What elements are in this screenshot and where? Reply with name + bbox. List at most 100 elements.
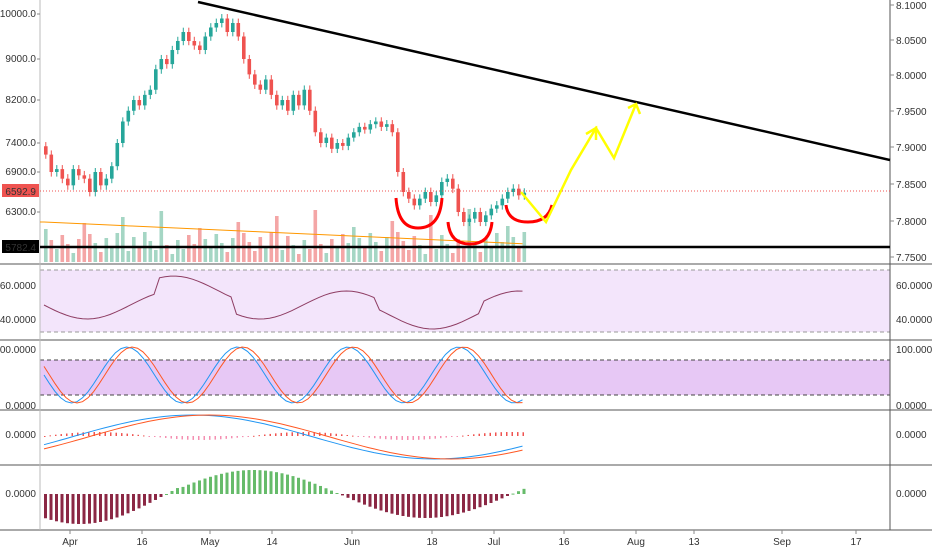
candle-54 (341, 143, 345, 146)
momentum-bar-62 (385, 494, 388, 513)
macd-hist-77 (467, 434, 469, 436)
macd-hist-27 (192, 436, 194, 440)
ind-0-right-label-1: 40.0000 (896, 315, 932, 326)
momentum-bar-30 (209, 476, 212, 494)
macd-hist-87 (522, 432, 524, 436)
momentum-bar-5 (71, 494, 75, 524)
stoch-k (43, 346, 523, 404)
candle-74 (451, 178, 455, 189)
momentum-bar-23 (170, 491, 174, 494)
volume-bar-27 (192, 244, 197, 262)
momentum-bar-16 (132, 494, 135, 511)
last-price-tag (2, 184, 39, 197)
last-price-label: 6592.9 (5, 187, 36, 198)
momentum-bar-21 (159, 494, 163, 497)
macd-hist-73 (445, 436, 447, 438)
candle-78 (473, 212, 477, 219)
macd-hist-72 (440, 436, 442, 439)
macd-hist-13 (115, 432, 117, 436)
stoch-d (43, 346, 523, 404)
candle-0 (44, 146, 48, 155)
candle-64 (396, 132, 400, 172)
momentum-bar-43 (280, 473, 284, 494)
momentum-bar-76 (462, 494, 465, 513)
momentum-bar-14 (121, 494, 124, 516)
candle-45 (291, 94, 296, 111)
momentum-bar-8 (88, 494, 91, 524)
macd-hist-80 (484, 433, 486, 436)
volume-bar-43 (280, 250, 285, 262)
left-tick-label-3: 7400.0 (5, 138, 36, 149)
candle-66 (407, 192, 411, 199)
descending-trendline (197, 0, 891, 162)
momentum-bar-71 (434, 494, 438, 518)
rsi (43, 275, 523, 330)
momentum-bar-65 (401, 494, 405, 516)
macd-hist-3 (60, 434, 62, 436)
momentum-bar-37 (247, 470, 251, 494)
candle-14 (121, 121, 125, 143)
candle-43 (280, 100, 285, 106)
momentum-bar-49 (313, 483, 317, 494)
volume-bar-69 (423, 254, 428, 262)
volume-bar-57 (357, 238, 362, 262)
volume-bar-52 (330, 239, 334, 262)
momentum-bar-0 (44, 494, 47, 519)
candlesticks (44, 14, 527, 227)
volume-bar-40 (264, 246, 268, 262)
x-tick-label-10: Sep (773, 537, 791, 548)
macd-hist-44 (286, 432, 288, 436)
momentum-bar-60 (374, 494, 377, 509)
momentum-bar-6 (77, 494, 80, 524)
momentum-bar-85 (511, 493, 515, 495)
momentum-bar-25 (181, 486, 185, 494)
candle-5 (71, 169, 76, 186)
macd-hist-60 (374, 436, 376, 439)
macd-hist-24 (176, 436, 178, 440)
macd-hist-59 (368, 436, 370, 438)
volume-bar-84 (506, 226, 510, 262)
candle-20 (154, 69, 158, 90)
macd-hist-28 (198, 436, 200, 440)
macd-hist-57 (357, 436, 359, 437)
macd-hist-34 (231, 436, 233, 439)
macd-hist-58 (363, 436, 365, 437)
momentum-bar-83 (500, 494, 504, 499)
momentum-bar-63 (390, 494, 394, 514)
support-tag (2, 240, 39, 253)
momentum-bar-28 (198, 480, 201, 494)
macd-line (43, 414, 523, 460)
momentum-bar-1 (49, 494, 53, 520)
momentum-histogram (44, 470, 526, 524)
macd-hist-68 (418, 436, 420, 440)
volume-bar-78 (473, 243, 477, 262)
volume-bar-21 (159, 211, 164, 262)
signal-line (43, 414, 523, 460)
macd-hist-66 (407, 436, 409, 440)
momentum-bar-20 (154, 494, 157, 500)
momentum-bar-7 (82, 494, 86, 524)
macd-hist-2 (55, 434, 57, 436)
candle-4 (66, 178, 70, 186)
volume-bar-49 (313, 210, 318, 262)
candle-19 (148, 89, 153, 95)
candle-69 (423, 192, 428, 199)
macd-hist-53 (335, 433, 337, 436)
momentum-bar-70 (429, 494, 432, 518)
macd-hist-21 (159, 436, 161, 438)
momentum-bar-57 (357, 494, 361, 503)
candle-40 (264, 79, 268, 90)
momentum-bar-53 (335, 493, 339, 495)
macd-hist-35 (236, 436, 238, 438)
volume-bar-73 (445, 244, 450, 262)
candle-16 (132, 100, 136, 111)
candle-28 (198, 45, 202, 50)
right-tick-label-4: 7.9000 (896, 143, 927, 154)
momentum-bar-61 (379, 494, 383, 511)
macd-hist-45 (291, 432, 293, 436)
macd-hist-1 (49, 435, 51, 437)
pattern-right-cup (504, 204, 554, 224)
candle-67 (412, 198, 417, 206)
volume-bar-30 (209, 248, 213, 262)
